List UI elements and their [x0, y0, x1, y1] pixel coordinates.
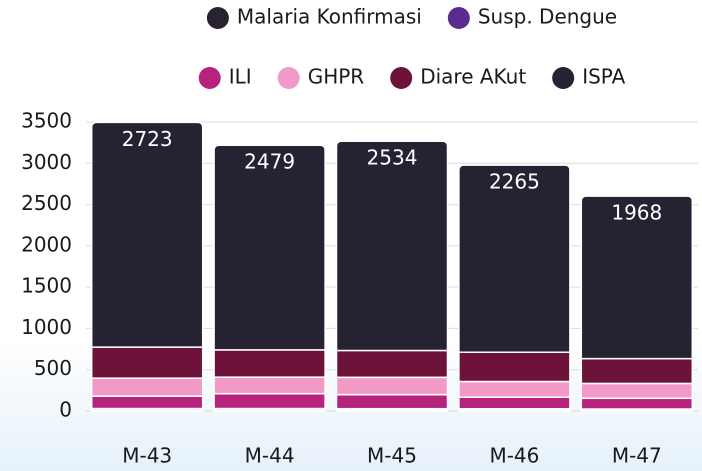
y-tick-label: 0 [59, 398, 72, 422]
bar-segment [580, 382, 694, 400]
legend-swatch [447, 7, 470, 29]
data-label: 2265 [489, 170, 540, 194]
x-tick-label: M-43 [122, 444, 172, 468]
bar-segment [458, 164, 571, 353]
bar-segment [335, 393, 449, 410]
legend-swatch [198, 67, 221, 89]
y-tick-label: 2500 [21, 191, 72, 215]
x-tick-label: M-47 [612, 444, 662, 468]
x-tick-label: M-44 [245, 444, 295, 468]
bar-segment [213, 376, 326, 395]
y-tick-label: 3500 [21, 109, 72, 133]
data-label: 2723 [122, 127, 173, 151]
legend-swatch [206, 7, 229, 29]
bar-segment [335, 376, 449, 396]
legend-swatch [390, 67, 413, 89]
y-tick-label: 1500 [21, 274, 72, 298]
legend-label: Susp. Dengue [478, 5, 617, 29]
legend-label: Diare AKut [420, 65, 526, 89]
legend-swatch [277, 67, 300, 89]
legend-label: ISPA [582, 65, 625, 89]
legend-label: Malaria Konfirmasi [237, 5, 422, 29]
legend-row: ILI GHPR Diare AKut ISPA [198, 65, 626, 89]
data-label: 2479 [244, 150, 295, 174]
bar-segment [90, 346, 204, 379]
bar-segment [213, 144, 326, 351]
y-tick-label: 2000 [21, 232, 72, 256]
data-label: 2534 [367, 146, 418, 170]
bar-segment [580, 357, 694, 385]
legend-label: GHPR [308, 65, 365, 89]
bar-segment [335, 140, 449, 352]
bar-segment [458, 396, 571, 410]
x-tick-label: M-46 [489, 444, 539, 468]
bar-segment [213, 349, 326, 378]
legend-row: Malaria Konfirmasi Susp. Dengue [206, 5, 617, 29]
bar-segment [90, 395, 204, 410]
legend-swatch [552, 67, 575, 89]
bar-segment [90, 121, 204, 348]
bar-segment [458, 351, 571, 383]
y-tick-label: 3000 [21, 150, 72, 174]
bar-segment [458, 380, 571, 398]
bar-segment [580, 397, 694, 410]
legend-label: ILI [229, 65, 252, 89]
x-tick-label: M-45 [367, 444, 417, 468]
bar-segment [335, 349, 449, 379]
bar-segment [580, 195, 694, 360]
bar-segment [213, 392, 326, 410]
y-tick-label: 500 [34, 356, 72, 380]
data-label: 1968 [611, 201, 662, 225]
bar-segment [90, 377, 204, 397]
y-tick-label: 1000 [21, 315, 72, 339]
